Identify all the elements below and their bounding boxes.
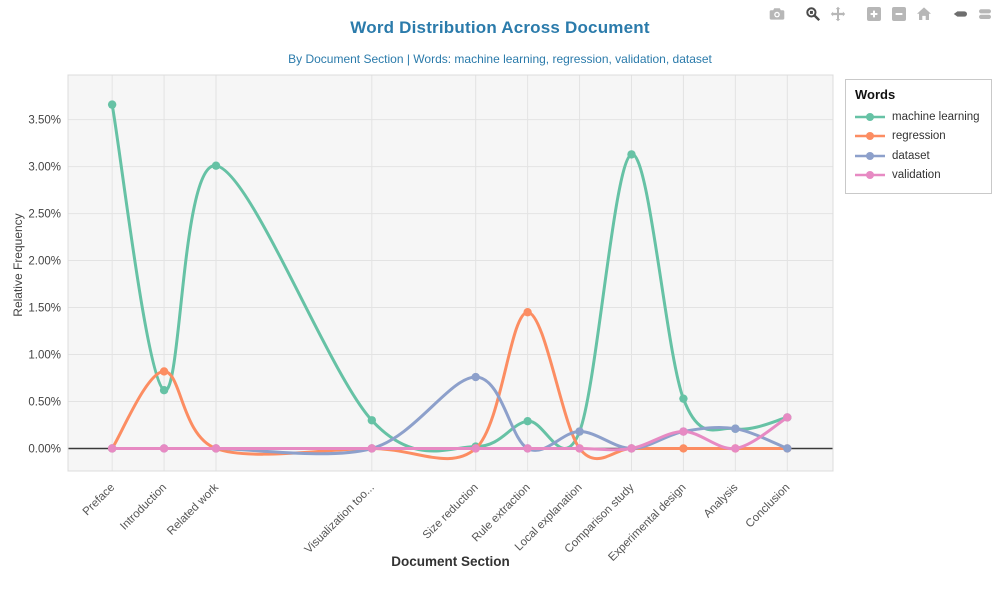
legend-item-machine-learning[interactable]: machine learning [854, 107, 983, 127]
y-tick-label: 3.00% [28, 162, 61, 174]
y-tick-label: 1.00% [28, 350, 61, 362]
legend-label: validation [892, 169, 941, 182]
y-tick-label: 2.50% [28, 209, 61, 221]
point-machine-learning[interactable] [107, 100, 117, 109]
zoom-out-icon[interactable] [890, 5, 908, 23]
legend: Words machine learning regression dataset v… [845, 79, 992, 194]
point-regression[interactable] [523, 308, 532, 317]
x-tick-label: Introduction [118, 482, 169, 533]
x-tick-label: Preface [81, 482, 118, 519]
point-machine-learning[interactable] [159, 386, 169, 395]
legend-sample [855, 171, 885, 180]
point-machine-learning[interactable] [627, 150, 636, 159]
point-machine-learning[interactable] [679, 394, 688, 403]
point-dataset[interactable] [471, 372, 480, 382]
point-machine-learning[interactable] [523, 417, 532, 426]
chart-title: Word Distribution Across Document [350, 18, 650, 37]
zoom-icon[interactable] [804, 5, 822, 23]
legend-item-validation[interactable]: validation [854, 166, 983, 186]
camera-icon[interactable] [768, 5, 786, 23]
point-validation[interactable] [627, 444, 636, 453]
hover-compare-icon[interactable] [976, 5, 994, 23]
plot-border [67, 74, 834, 472]
x-tick-label: Analysis [702, 481, 741, 520]
x-tick-label: Related work [165, 481, 221, 537]
line-validation[interactable] [110, 415, 789, 452]
home-icon[interactable] [915, 5, 933, 23]
point-validation[interactable] [367, 444, 377, 453]
point-machine-learning[interactable] [211, 161, 221, 170]
point-validation[interactable] [159, 444, 169, 453]
legend-sample [855, 151, 885, 160]
gridlines [68, 75, 833, 471]
point-validation[interactable] [575, 444, 584, 453]
x-tick-label: Conclusion [744, 482, 793, 531]
point-dataset[interactable] [731, 424, 740, 433]
point-validation[interactable] [523, 444, 532, 453]
hover-closest-icon[interactable] [951, 5, 969, 23]
plotly-modebar [758, 5, 994, 23]
zoom-in-icon[interactable] [865, 5, 883, 23]
y-tick-label: 2.00% [28, 256, 61, 268]
legend-item-regression[interactable]: regression [854, 127, 983, 147]
legend-label: dataset [892, 149, 930, 162]
point-dataset[interactable] [783, 444, 792, 453]
point-validation[interactable] [731, 444, 740, 453]
x-tick-label: Visualization too... [303, 482, 377, 556]
point-regression[interactable] [159, 367, 169, 376]
legend-sample [855, 112, 885, 121]
y-axis-title: Relative Frequency [11, 213, 25, 317]
point-machine-learning[interactable] [367, 416, 377, 425]
point-validation[interactable] [679, 427, 688, 436]
series-layer [107, 100, 792, 461]
point-regression[interactable] [679, 444, 688, 453]
legend-label: machine learning [892, 110, 980, 123]
point-validation[interactable] [783, 413, 792, 422]
point-dataset[interactable] [575, 427, 584, 436]
pan-icon[interactable] [829, 5, 847, 23]
y-tick-label: 0.00% [28, 443, 61, 455]
chart-subtitle: By Document Section | Words: machine lea… [288, 52, 712, 66]
y-tick-label: 1.50% [28, 303, 61, 315]
point-validation[interactable] [107, 444, 117, 453]
point-validation[interactable] [471, 444, 480, 453]
point-validation[interactable] [211, 444, 221, 453]
y-tick-labels: 0.00% 0.50% 1.00% 1.50% 2.00% 2.50% 3.00% 3.50% [28, 115, 61, 456]
y-tick-label: 3.50% [28, 115, 61, 127]
x-axis-title: Document Section [391, 554, 510, 569]
y-tick-label: 0.50% [28, 396, 61, 408]
legend-title: Words [855, 87, 896, 102]
plot-background [68, 75, 833, 471]
line-machine-learning[interactable] [110, 103, 789, 453]
legend-item-dataset[interactable]: dataset [854, 146, 983, 166]
legend-sample [855, 132, 885, 141]
x-tick-label: Size reduction [421, 482, 481, 542]
legend-label: regression [892, 130, 946, 143]
